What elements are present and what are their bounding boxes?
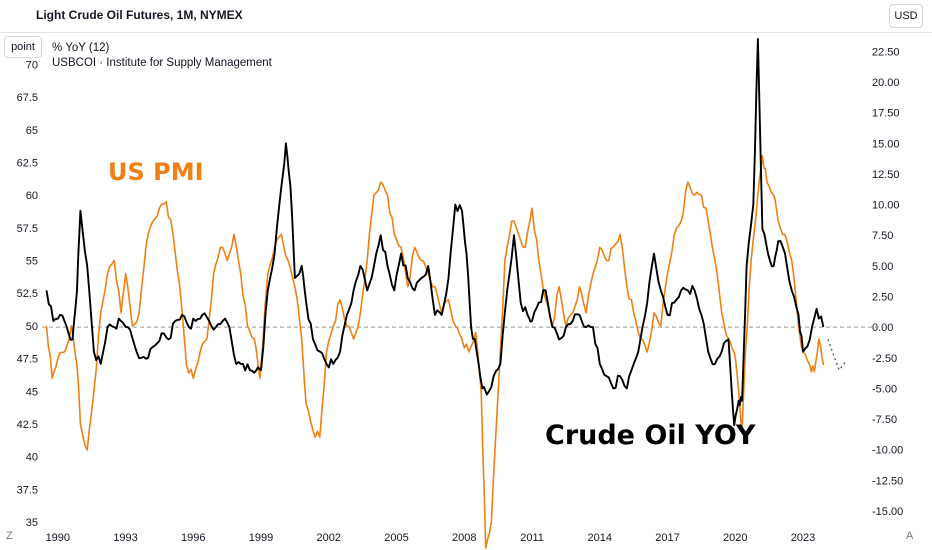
time-tick-label: 2023 xyxy=(791,532,815,544)
legend-indicator[interactable]: % YoY (12) xyxy=(52,42,110,54)
timezone-button[interactable]: Z xyxy=(6,530,13,542)
series-line-crude-oil-yoy xyxy=(45,38,825,427)
right-tick-label: -5.00 xyxy=(872,383,897,395)
series-line-us-pmi xyxy=(45,155,825,549)
right-tick-label: -2.50 xyxy=(872,353,897,365)
time-tick-label: 2005 xyxy=(384,532,408,544)
time-tick-label: 1999 xyxy=(249,532,273,544)
series-layer xyxy=(45,38,847,549)
right-price-axis[interactable]: -15.00 -12.50 -10.00 -7.50 -5.00 -2.50 0.00 2.5… xyxy=(872,46,903,518)
left-tick-label: 60 xyxy=(26,190,38,202)
currency-button[interactable]: USD xyxy=(889,4,923,28)
left-tick-label: 37.5 xyxy=(17,484,38,496)
left-tick-label: 35 xyxy=(26,517,38,529)
right-tick-label: 0.00 xyxy=(872,322,893,334)
series-line-projection xyxy=(827,339,847,372)
right-tick-label: 5.00 xyxy=(872,261,893,273)
left-tick-label: 42.5 xyxy=(17,419,38,431)
right-tick-label: -7.50 xyxy=(872,414,897,426)
legend-symbol[interactable]: USBCOI · Institute for Supply Management xyxy=(52,57,272,69)
right-tick-label: 2.50 xyxy=(872,291,893,303)
left-tick-label: 67.5 xyxy=(17,92,38,104)
time-axis[interactable]: 1990 1993 1996 1999 2002 2005 2008 2011 2014 2017… xyxy=(46,532,816,544)
left-tick-label: 50 xyxy=(26,321,38,333)
time-tick-label: 1993 xyxy=(113,532,137,544)
annotation-us-pmi: US PMI xyxy=(108,158,204,186)
left-tick-label: 55 xyxy=(26,256,38,268)
right-tick-label: 15.00 xyxy=(872,138,900,150)
time-tick-label: 2002 xyxy=(317,532,341,544)
left-tick-label: 62.5 xyxy=(17,157,38,169)
chart-header-bar: Light Crude Oil Futures, 1M, NYMEX USD xyxy=(0,0,932,33)
auto-scale-button[interactable]: A xyxy=(906,530,914,542)
left-tick-label: 70 xyxy=(26,59,38,71)
right-tick-label: 17.50 xyxy=(872,108,900,120)
time-tick-label: 1990 xyxy=(46,532,70,544)
left-tick-label: 65 xyxy=(26,125,38,137)
chart-title: Light Crude Oil Futures, 1M, NYMEX xyxy=(36,8,243,22)
left-tick-label: 52.5 xyxy=(17,288,38,300)
left-tick-label: 57.5 xyxy=(17,223,38,235)
annotation-crude-oil-yoy: Crude Oil YOY xyxy=(545,420,756,451)
right-tick-label: -12.50 xyxy=(872,475,903,487)
scale-mode-button[interactable]: point xyxy=(4,36,42,58)
right-tick-label: 20.00 xyxy=(872,77,900,89)
left-tick-label: 40 xyxy=(26,452,38,464)
right-tick-label: 7.50 xyxy=(872,230,893,242)
right-tick-label: 22.50 xyxy=(872,46,900,58)
left-tick-label: 47.5 xyxy=(17,354,38,366)
left-price-axis[interactable]: 35 37.5 40 42.5 45 47.5 50 52.5 55 57.5 60 62.5 65 67… xyxy=(17,59,38,529)
time-tick-label: 2017 xyxy=(655,532,679,544)
time-tick-label: 2008 xyxy=(452,532,476,544)
right-tick-label: -15.00 xyxy=(872,506,903,518)
right-tick-label: 12.50 xyxy=(872,169,900,181)
time-tick-label: 2014 xyxy=(588,532,612,544)
time-tick-label: 1996 xyxy=(181,532,205,544)
time-tick-label: 2020 xyxy=(723,532,747,544)
right-tick-label: 10.00 xyxy=(872,200,900,212)
left-tick-label: 45 xyxy=(26,386,38,398)
indicator-legend: % YoY (12) USBCOI · Institute for Supply… xyxy=(52,41,272,71)
right-tick-label: -10.00 xyxy=(872,445,903,457)
time-tick-label: 2011 xyxy=(520,532,544,544)
